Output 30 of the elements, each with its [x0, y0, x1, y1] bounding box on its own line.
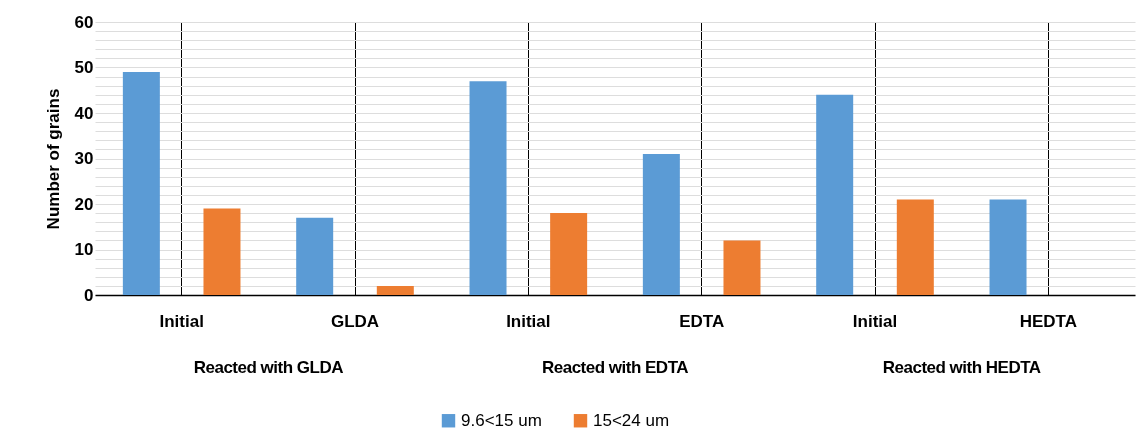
bar: [122, 72, 160, 295]
bar: [469, 81, 507, 295]
x-tick-label: Initial: [159, 311, 204, 331]
bar: [989, 199, 1027, 295]
bar: [203, 208, 241, 295]
bar: [642, 153, 680, 295]
bar: [296, 217, 334, 295]
y-tick-label: 20: [74, 194, 94, 214]
bar: [816, 94, 854, 295]
y-tick-label: 50: [74, 58, 94, 77]
x-tick-label: HEDTA: [1019, 311, 1077, 331]
text: Reacted with EDTA: [540, 358, 690, 378]
y-tick-label: 10: [74, 240, 94, 259]
x-tick-label: Initial: [852, 311, 898, 331]
y-tick-label: 60: [74, 12, 94, 32]
legend-label: 9.6<15 um: [461, 410, 542, 430]
y-tick-label: 0: [84, 285, 94, 305]
x-tick-label: Initial: [506, 311, 551, 331]
y-tick-label: 40: [74, 103, 94, 123]
text: Reacted with HEDTA: [881, 358, 1042, 378]
bar: [376, 285, 414, 295]
bar: [896, 199, 934, 295]
bar: [550, 213, 588, 295]
y-tick-label: 30: [74, 149, 94, 168]
y-axis-title: Number of grains: [43, 88, 63, 230]
bar: [723, 240, 761, 295]
legend-label: 15<24 um: [593, 410, 670, 430]
x-tick-label: GLDA: [330, 311, 380, 331]
x-tick-label: EDTA: [679, 311, 725, 331]
text: Reacted with GLDA: [192, 358, 344, 378]
